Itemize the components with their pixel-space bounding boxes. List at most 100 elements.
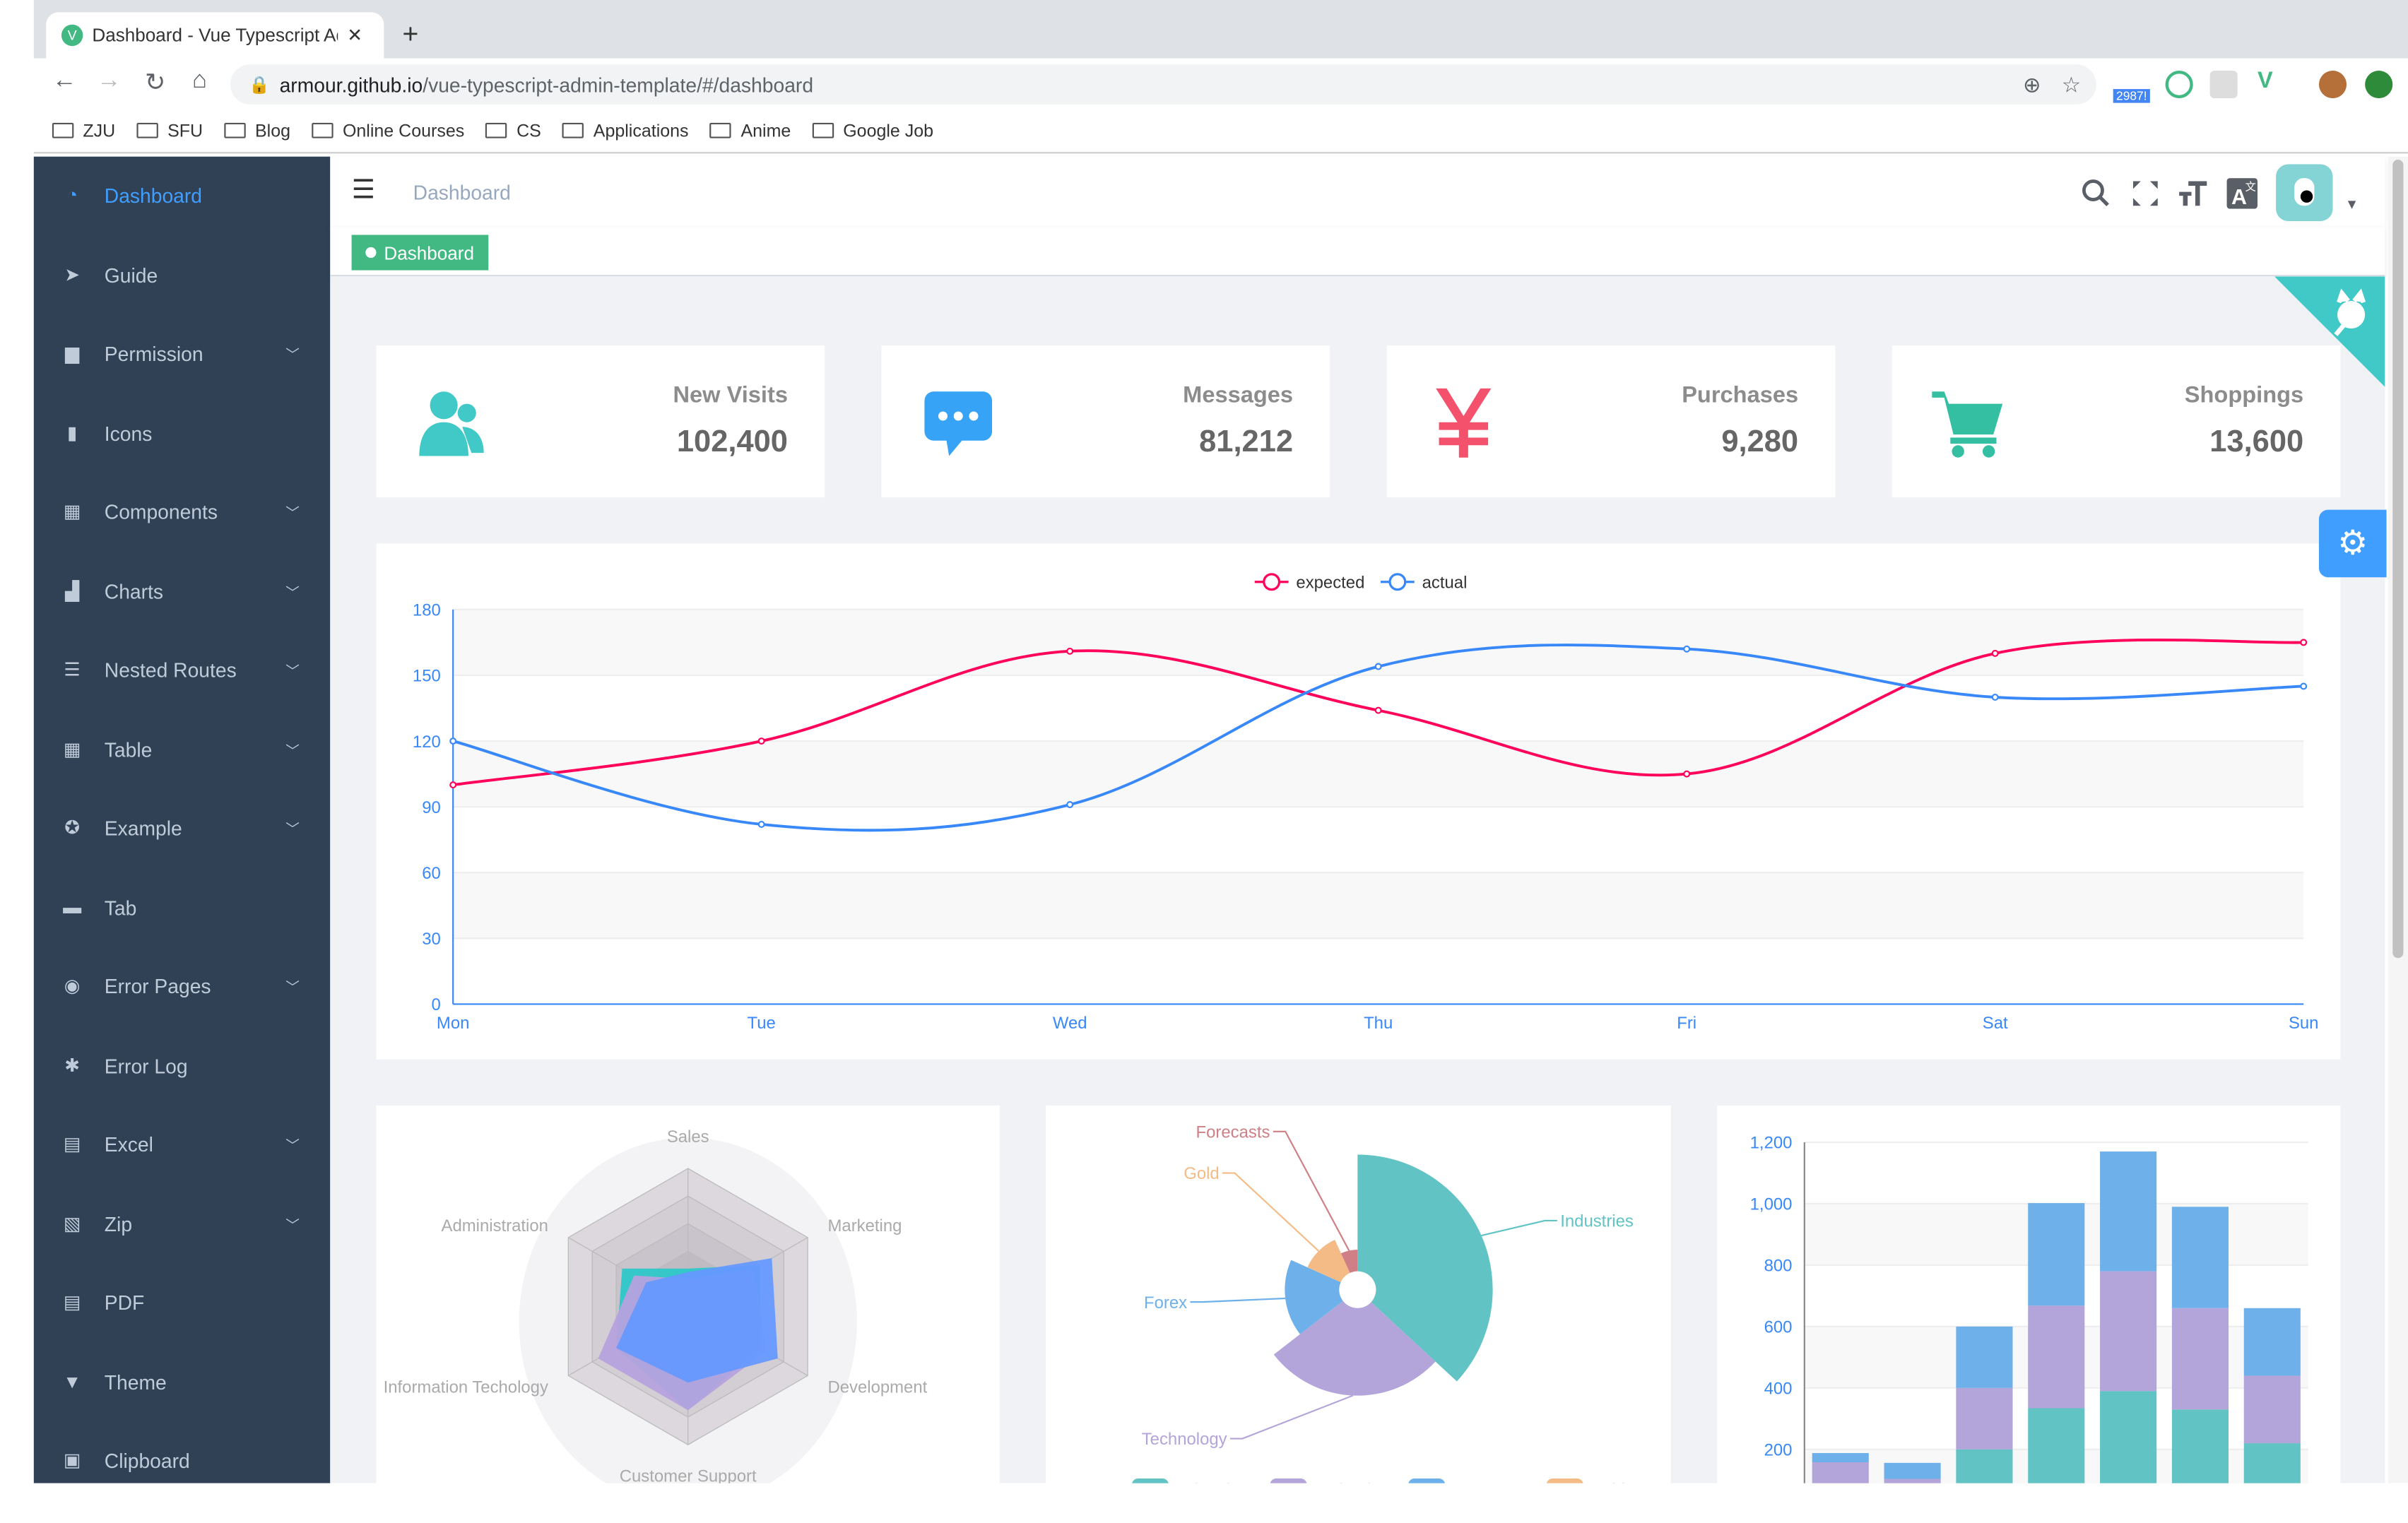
home-icon[interactable]: ⌂: [192, 67, 208, 94]
sidebar-item-components[interactable]: ▦ Components ﹀: [34, 473, 330, 552]
bookmark-item[interactable]: Applications: [562, 122, 689, 141]
bookmark-item[interactable]: Google Job: [812, 122, 934, 141]
page-scrollbar[interactable]: [2388, 156, 2408, 1483]
reload-icon[interactable]: ↻: [144, 70, 166, 97]
pie-label: Industries: [1560, 1212, 1634, 1231]
sidebar-item-example[interactable]: ✪ Example ﹀: [34, 789, 330, 868]
sidebar-item-zip[interactable]: ▧ Zip ﹀: [34, 1185, 330, 1264]
browser-tab[interactable]: V Dashboard - Vue Typescript Admin Templa…: [46, 12, 384, 59]
y-tick-label: 120: [413, 733, 441, 752]
bookmark-star-icon[interactable]: ☆: [2061, 71, 2082, 96]
y-tick-label: 400: [1764, 1380, 1793, 1399]
bookmark-item[interactable]: Online Courses: [312, 122, 464, 141]
sidebar-item-tab[interactable]: ▬ Tab: [34, 868, 330, 947]
sidebar-item-charts[interactable]: ▟ Charts ﹀: [34, 552, 330, 631]
bookmark-label: Google Job: [843, 122, 934, 141]
profile-avatar[interactable]: [2318, 70, 2347, 99]
sidebar-item-permission[interactable]: ▆ Permission ﹀: [34, 315, 330, 394]
sidebar-item-label: Error Log: [104, 1054, 188, 1078]
stat-card-shoppings[interactable]: Shoppings 13,600: [1891, 345, 2341, 498]
sidebar-item-pdf[interactable]: ▤ PDF: [34, 1264, 330, 1343]
settings-gear-button[interactable]: ⚙: [2318, 509, 2387, 578]
sidebar-item-icons[interactable]: ▮ Icons: [34, 393, 330, 473]
line-chart-panel: 0 30 60 90 120 150 180 Mon Tue Wed Thu Fri Sat Sun exp…: [376, 543, 2341, 1060]
bookmark-item[interactable]: Blog: [224, 122, 290, 141]
sidebar-item-table[interactable]: ▦ Table ﹀: [34, 710, 330, 789]
chevron-down-icon: ﹀: [285, 980, 300, 995]
sidebar-item-label: Table: [104, 737, 153, 762]
chevron-down-icon: ﹀: [285, 584, 300, 600]
stat-card-new-visits[interactable]: New Visits 102,400: [376, 345, 825, 498]
bug-icon: ✱: [64, 1054, 81, 1077]
sidebar-item-clipboard[interactable]: ▣ Clipboard: [34, 1422, 330, 1483]
bar-segment: [2028, 1305, 2085, 1409]
bookmark-item[interactable]: ZJU: [52, 122, 115, 141]
chevron-down-icon: ﹀: [285, 347, 300, 363]
sidebar-item-label: Example: [104, 817, 182, 841]
x-tick-label: Wed: [1053, 1014, 1087, 1033]
radar-indicator-label: Sales: [667, 1127, 709, 1146]
avatar-dropdown-caret-icon[interactable]: ▼: [2344, 196, 2359, 212]
bookmark-item[interactable]: Anime: [709, 122, 791, 141]
radar-indicator-label: Administration: [442, 1216, 548, 1235]
folder-icon: [485, 122, 508, 138]
tag-dashboard[interactable]: Dashboard: [351, 235, 488, 271]
search-icon[interactable]: [2081, 178, 2111, 208]
sidebar-item-label: Theme: [104, 1370, 167, 1394]
pie-label: Technology: [1142, 1430, 1227, 1449]
radar-indicator-label: Information Techology: [384, 1377, 548, 1397]
chevron-down-icon: ﹀: [285, 1138, 300, 1154]
chevron-down-icon: ﹀: [285, 742, 300, 759]
sidebar-item-dashboard[interactable]: ◔ Dashboard: [34, 157, 330, 236]
x-tick-label: Mon: [437, 1014, 469, 1033]
sidebar-item-label: Clipboard: [104, 1450, 190, 1473]
bar-segment: [2171, 1207, 2229, 1308]
tag-label: Dashboard: [384, 242, 474, 263]
sidebar-item-error-pages[interactable]: ◉ Error Pages ﹀: [34, 947, 330, 1026]
bookmark-item[interactable]: SFU: [136, 122, 203, 141]
new-tab-button[interactable]: +: [402, 18, 419, 49]
close-tab-icon[interactable]: ✕: [347, 24, 363, 47]
bar-segment: [1884, 1462, 1941, 1479]
stat-card-messages[interactable]: Messages 81,212: [881, 345, 1330, 498]
lock-icon: 🔒: [249, 76, 270, 95]
sidebar-item-nested-routes[interactable]: ☰ Nested Routes ﹀: [34, 631, 330, 710]
forward-icon[interactable]: →: [96, 67, 122, 94]
stat-card-purchases[interactable]: Purchases 9,280: [1386, 345, 1836, 498]
sidebar-item-excel[interactable]: ▤ Excel ﹀: [34, 1106, 330, 1185]
sidebar-item-error-log[interactable]: ✱ Error Log: [34, 1026, 330, 1106]
back-icon[interactable]: ←: [52, 67, 77, 94]
bar-segment: [1812, 1462, 1869, 1483]
folder-icon: [224, 122, 246, 138]
extension-grammarly-icon[interactable]: [2165, 70, 2193, 99]
active-dot-icon: [365, 247, 377, 259]
bar-segment: [1956, 1326, 2013, 1388]
add-icon[interactable]: ⊕: [2023, 71, 2041, 96]
bookmark-label: SFU: [167, 122, 203, 141]
fullscreen-icon[interactable]: [2130, 178, 2161, 208]
url-host: armour.github.io: [279, 73, 423, 96]
legend-marker: [1388, 573, 1407, 591]
vue-devtools-icon[interactable]: V: [2258, 67, 2273, 94]
extension-icon[interactable]: [2209, 70, 2238, 99]
update-icon[interactable]: [2365, 70, 2393, 99]
sidebar-item-guide[interactable]: ➤ Guide: [34, 236, 330, 315]
bar-segment: [2171, 1308, 2229, 1410]
data-point: [1683, 645, 1691, 653]
radar-series-area: [616, 1258, 778, 1383]
bar-segment: [2171, 1409, 2229, 1483]
size-icon[interactable]: [2178, 178, 2208, 208]
url-bar[interactable]: 🔒 armour.github.io/vue-typescript-admin-t…: [230, 64, 2096, 105]
folder-icon: [136, 122, 159, 138]
folder-icon: [812, 122, 834, 138]
example-icon: ✪: [64, 817, 81, 839]
bookmark-item[interactable]: CS: [485, 122, 541, 141]
extension-badge[interactable]: 2987!: [2113, 89, 2150, 103]
github-corner-icon[interactable]: [2274, 276, 2385, 387]
message-icon: [921, 386, 995, 459]
language-icon[interactable]: A文: [2226, 178, 2258, 209]
bookmark-label: Anime: [740, 122, 791, 141]
hamburger-icon[interactable]: ☰: [351, 174, 375, 205]
sidebar-item-theme[interactable]: ▼ Theme: [34, 1343, 330, 1422]
user-avatar[interactable]: [2276, 164, 2333, 221]
